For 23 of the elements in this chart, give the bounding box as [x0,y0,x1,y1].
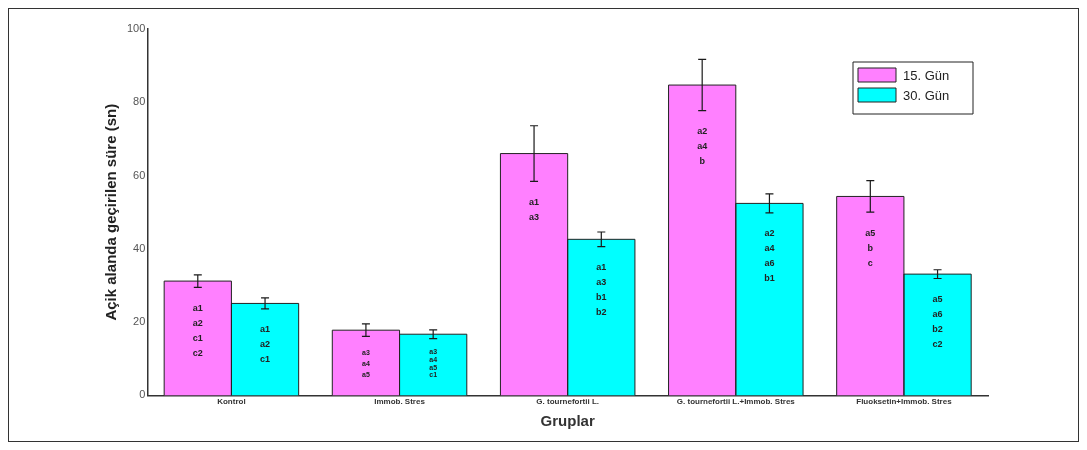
y-axis-title: Açik alanda geçirilen süre (sn) [102,103,120,321]
data-label: a5 a6 b2 c2 [932,294,943,349]
data-label: a1 a3 [529,196,540,222]
legend-label: 15. Gün [903,67,950,83]
data-label: a1 a2 c1 c2 [192,302,203,358]
x-tick-label: Fluoksetin+Immob. Stres [856,397,953,407]
y-tick-label: 20 [133,315,146,328]
x-tick-label: Immob. Stres [374,397,426,407]
y-tick-label: 0 [139,388,146,401]
x-tick-label: G. tournefortii L.+Immob. Stres [676,397,796,407]
data-label: a2 a4 a6 b1 [764,228,775,284]
data-label: a1 a3 b1 b2 [596,262,607,318]
y-tick-label: 60 [133,168,146,181]
x-tick-label: Kontrol [217,397,246,407]
data-label: a2 a4 b [697,126,708,167]
y-tick-label: 80 [133,95,146,108]
data-label: a5 b c [865,227,876,268]
x-axis-title: Gruplar [540,412,595,430]
legend-label: 30. Gün [903,87,950,103]
data-label: a1 a2 c1 [260,324,271,365]
y-tick-label: 100 [126,22,146,35]
y-tick-label: 40 [133,241,146,254]
x-tick-label: G. tournefortii L. [536,397,600,407]
